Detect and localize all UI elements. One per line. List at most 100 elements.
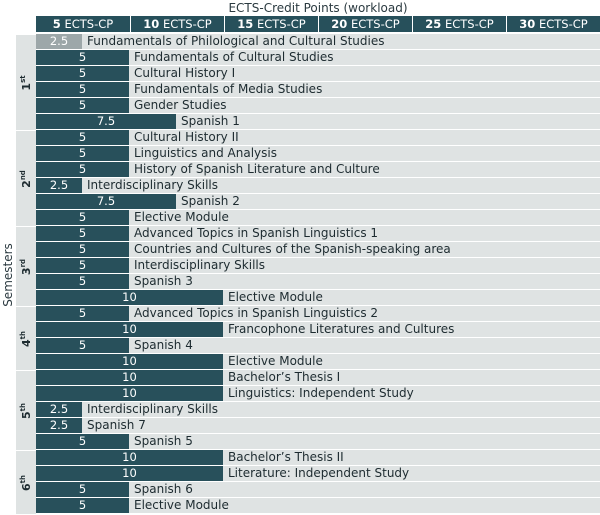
- module-name: Fundamentals of Media Studies: [134, 82, 323, 96]
- module-row-background: [36, 482, 600, 497]
- semester-2-label: 2nd: [19, 170, 33, 188]
- header-value: 15: [237, 17, 254, 31]
- module-name: Gender Studies: [134, 98, 227, 112]
- module-cp-bar: 5: [36, 274, 129, 289]
- semester-4-label: 4th: [19, 331, 33, 347]
- module-name: History of Spanish Literature and Cultur…: [134, 162, 380, 176]
- module-cp-bar: 10: [36, 370, 223, 385]
- semester-suffix: st: [19, 74, 28, 83]
- module-name: Francophone Literatures and Cultures: [228, 322, 455, 336]
- module-cp-bar: 5: [36, 242, 129, 257]
- header-value: 5: [52, 17, 61, 31]
- chart-title: ECTS-Credit Points (workload): [228, 1, 408, 15]
- module-name: Spanish 7: [87, 418, 146, 432]
- module-cp-bar: 5: [36, 162, 129, 177]
- semester-3-label: 3rd: [19, 258, 33, 274]
- module-row-background: [36, 130, 600, 145]
- semester-1-block: 1st: [16, 34, 36, 130]
- module-name: Linguistics: Independent Study: [228, 386, 414, 400]
- module-cp-bar: 5: [36, 226, 129, 241]
- module-name: Cultural History I: [134, 66, 236, 80]
- module-cp-bar: 2.5: [36, 178, 82, 193]
- header-10-ects: 10 ECTS-CP: [131, 16, 224, 32]
- semester-6-label: 6th: [19, 475, 33, 491]
- module-cp-bar: 5: [36, 50, 129, 65]
- semester-number: 2: [19, 179, 33, 188]
- header-unit: ECTS-CP: [535, 17, 588, 31]
- module-row-background: [36, 98, 600, 113]
- header-unit: ECTS-CP: [441, 17, 494, 31]
- module-cp-bar: 5: [36, 98, 129, 113]
- module-name: Bachelor’s Thesis II: [228, 450, 344, 464]
- module-name: Countries and Cultures of the Spanish-sp…: [134, 242, 451, 256]
- module-row-background: [36, 82, 600, 97]
- module-name: Cultural History II: [134, 130, 239, 144]
- semester-suffix: th: [19, 474, 28, 483]
- module-row-background: [36, 114, 600, 129]
- module-row-background: [36, 34, 600, 49]
- module-name: Spanish 2: [181, 194, 240, 208]
- module-name: Bachelor’s Thesis I: [228, 370, 341, 384]
- module-cp-bar: 5: [36, 146, 129, 161]
- module-row-background: [36, 338, 600, 353]
- module-cp-bar: 10: [36, 322, 223, 337]
- semester-2-block: 2nd: [16, 130, 36, 226]
- header-20-ects: 20 ECTS-CP: [319, 16, 412, 32]
- semesters-axis-text: Semesters: [1, 242, 15, 307]
- module-row-background: [36, 194, 600, 209]
- header-value: 25: [425, 17, 442, 31]
- header-30-ects: 30 ECTS-CP: [507, 16, 600, 32]
- header-value: 30: [519, 17, 536, 31]
- module-cp-bar: 5: [36, 482, 129, 497]
- module-row-background: [36, 434, 600, 449]
- semester-suffix: nd: [19, 169, 28, 180]
- module-cp-bar: 7.5: [36, 194, 176, 209]
- module-name: Spanish 4: [134, 338, 193, 352]
- header-unit: ECTS-CP: [347, 17, 400, 31]
- module-row-background: [36, 242, 600, 257]
- semesters-axis-label: Semesters: [0, 34, 16, 515]
- semester-3-block: 3rd: [16, 226, 36, 306]
- module-cp-bar: 10: [36, 354, 223, 369]
- module-row-background: [36, 50, 600, 65]
- ects-header-row: 5 ECTS-CP 10 ECTS-CP 15 ECTS-CP 20 ECTS-CP 2…: [36, 16, 600, 32]
- module-name: Fundamentals of Cultural Studies: [134, 50, 334, 64]
- module-row-background: [36, 498, 600, 513]
- module-name: Spanish 6: [134, 482, 193, 496]
- semester-number: 4: [19, 338, 33, 347]
- semester-suffix: rd: [19, 258, 28, 267]
- module-name: Interdisciplinary Skills: [134, 258, 266, 272]
- module-row-background: [36, 162, 600, 177]
- header-value: 20: [331, 17, 348, 31]
- header-5-ects: 5 ECTS-CP: [36, 16, 130, 32]
- module-cp-bar: 2.5: [36, 418, 82, 433]
- module-row-background: [36, 306, 600, 321]
- module-name: Elective Module: [228, 354, 323, 368]
- module-cp-bar: 10: [36, 450, 223, 465]
- header-value: 10: [143, 17, 160, 31]
- module-cp-bar: 5: [36, 66, 129, 81]
- module-row-background: [36, 210, 600, 225]
- module-row-background: [36, 258, 600, 273]
- header-unit: ECTS-CP: [159, 17, 212, 31]
- module-cp-bar: 5: [36, 498, 129, 513]
- module-cp-bar: 5: [36, 434, 129, 449]
- module-cp-bar: 5: [36, 82, 129, 97]
- semester-5-block: 5th: [16, 370, 36, 450]
- module-cp-bar: 2.5: [36, 34, 82, 49]
- module-name: Spanish 3: [134, 274, 193, 288]
- module-name: Spanish 5: [134, 434, 193, 448]
- module-row-background: [36, 274, 600, 289]
- module-name: Elective Module: [134, 498, 229, 512]
- module-cp-bar: 10: [36, 290, 223, 305]
- module-cp-bar: 5: [36, 306, 129, 321]
- semester-6-block: 6th: [16, 450, 36, 514]
- semester-suffix: th: [19, 402, 28, 411]
- header-15-ects: 15 ECTS-CP: [225, 16, 318, 32]
- module-name: Advanced Topics in Spanish Linguistics 1: [134, 226, 379, 240]
- semester-number: 6: [19, 482, 33, 491]
- semester-4-block: 4th: [16, 306, 36, 370]
- module-name: Linguistics and Analysis: [134, 146, 277, 160]
- module-name: Elective Module: [228, 290, 323, 304]
- semester-5-label: 5th: [19, 403, 33, 419]
